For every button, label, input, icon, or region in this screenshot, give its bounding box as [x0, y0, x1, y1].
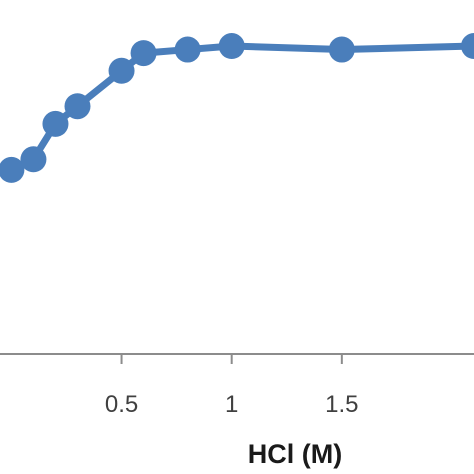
- x-axis: 0.5 1 1.5: [0, 353, 474, 418]
- data-point: [130, 40, 157, 67]
- data-point: [108, 57, 135, 84]
- data-point: [0, 156, 25, 183]
- data-point: [174, 36, 201, 63]
- x-tick-label: 1: [225, 391, 238, 418]
- series-layer: [0, 33, 474, 183]
- data-point: [42, 110, 69, 137]
- data-point: [20, 146, 47, 173]
- data-point: [218, 33, 245, 60]
- x-tick-label: 0.5: [105, 391, 138, 418]
- x-ticks: [120, 354, 343, 364]
- x-tick-label: 1.5: [325, 391, 358, 418]
- data-point: [328, 36, 355, 63]
- x-axis-title: HCl (M): [248, 439, 342, 469]
- data-point: [461, 33, 474, 60]
- series-line: [9, 42, 474, 174]
- x-tick-labels: 0.5 1 1.5: [105, 391, 359, 418]
- data-point: [64, 93, 91, 120]
